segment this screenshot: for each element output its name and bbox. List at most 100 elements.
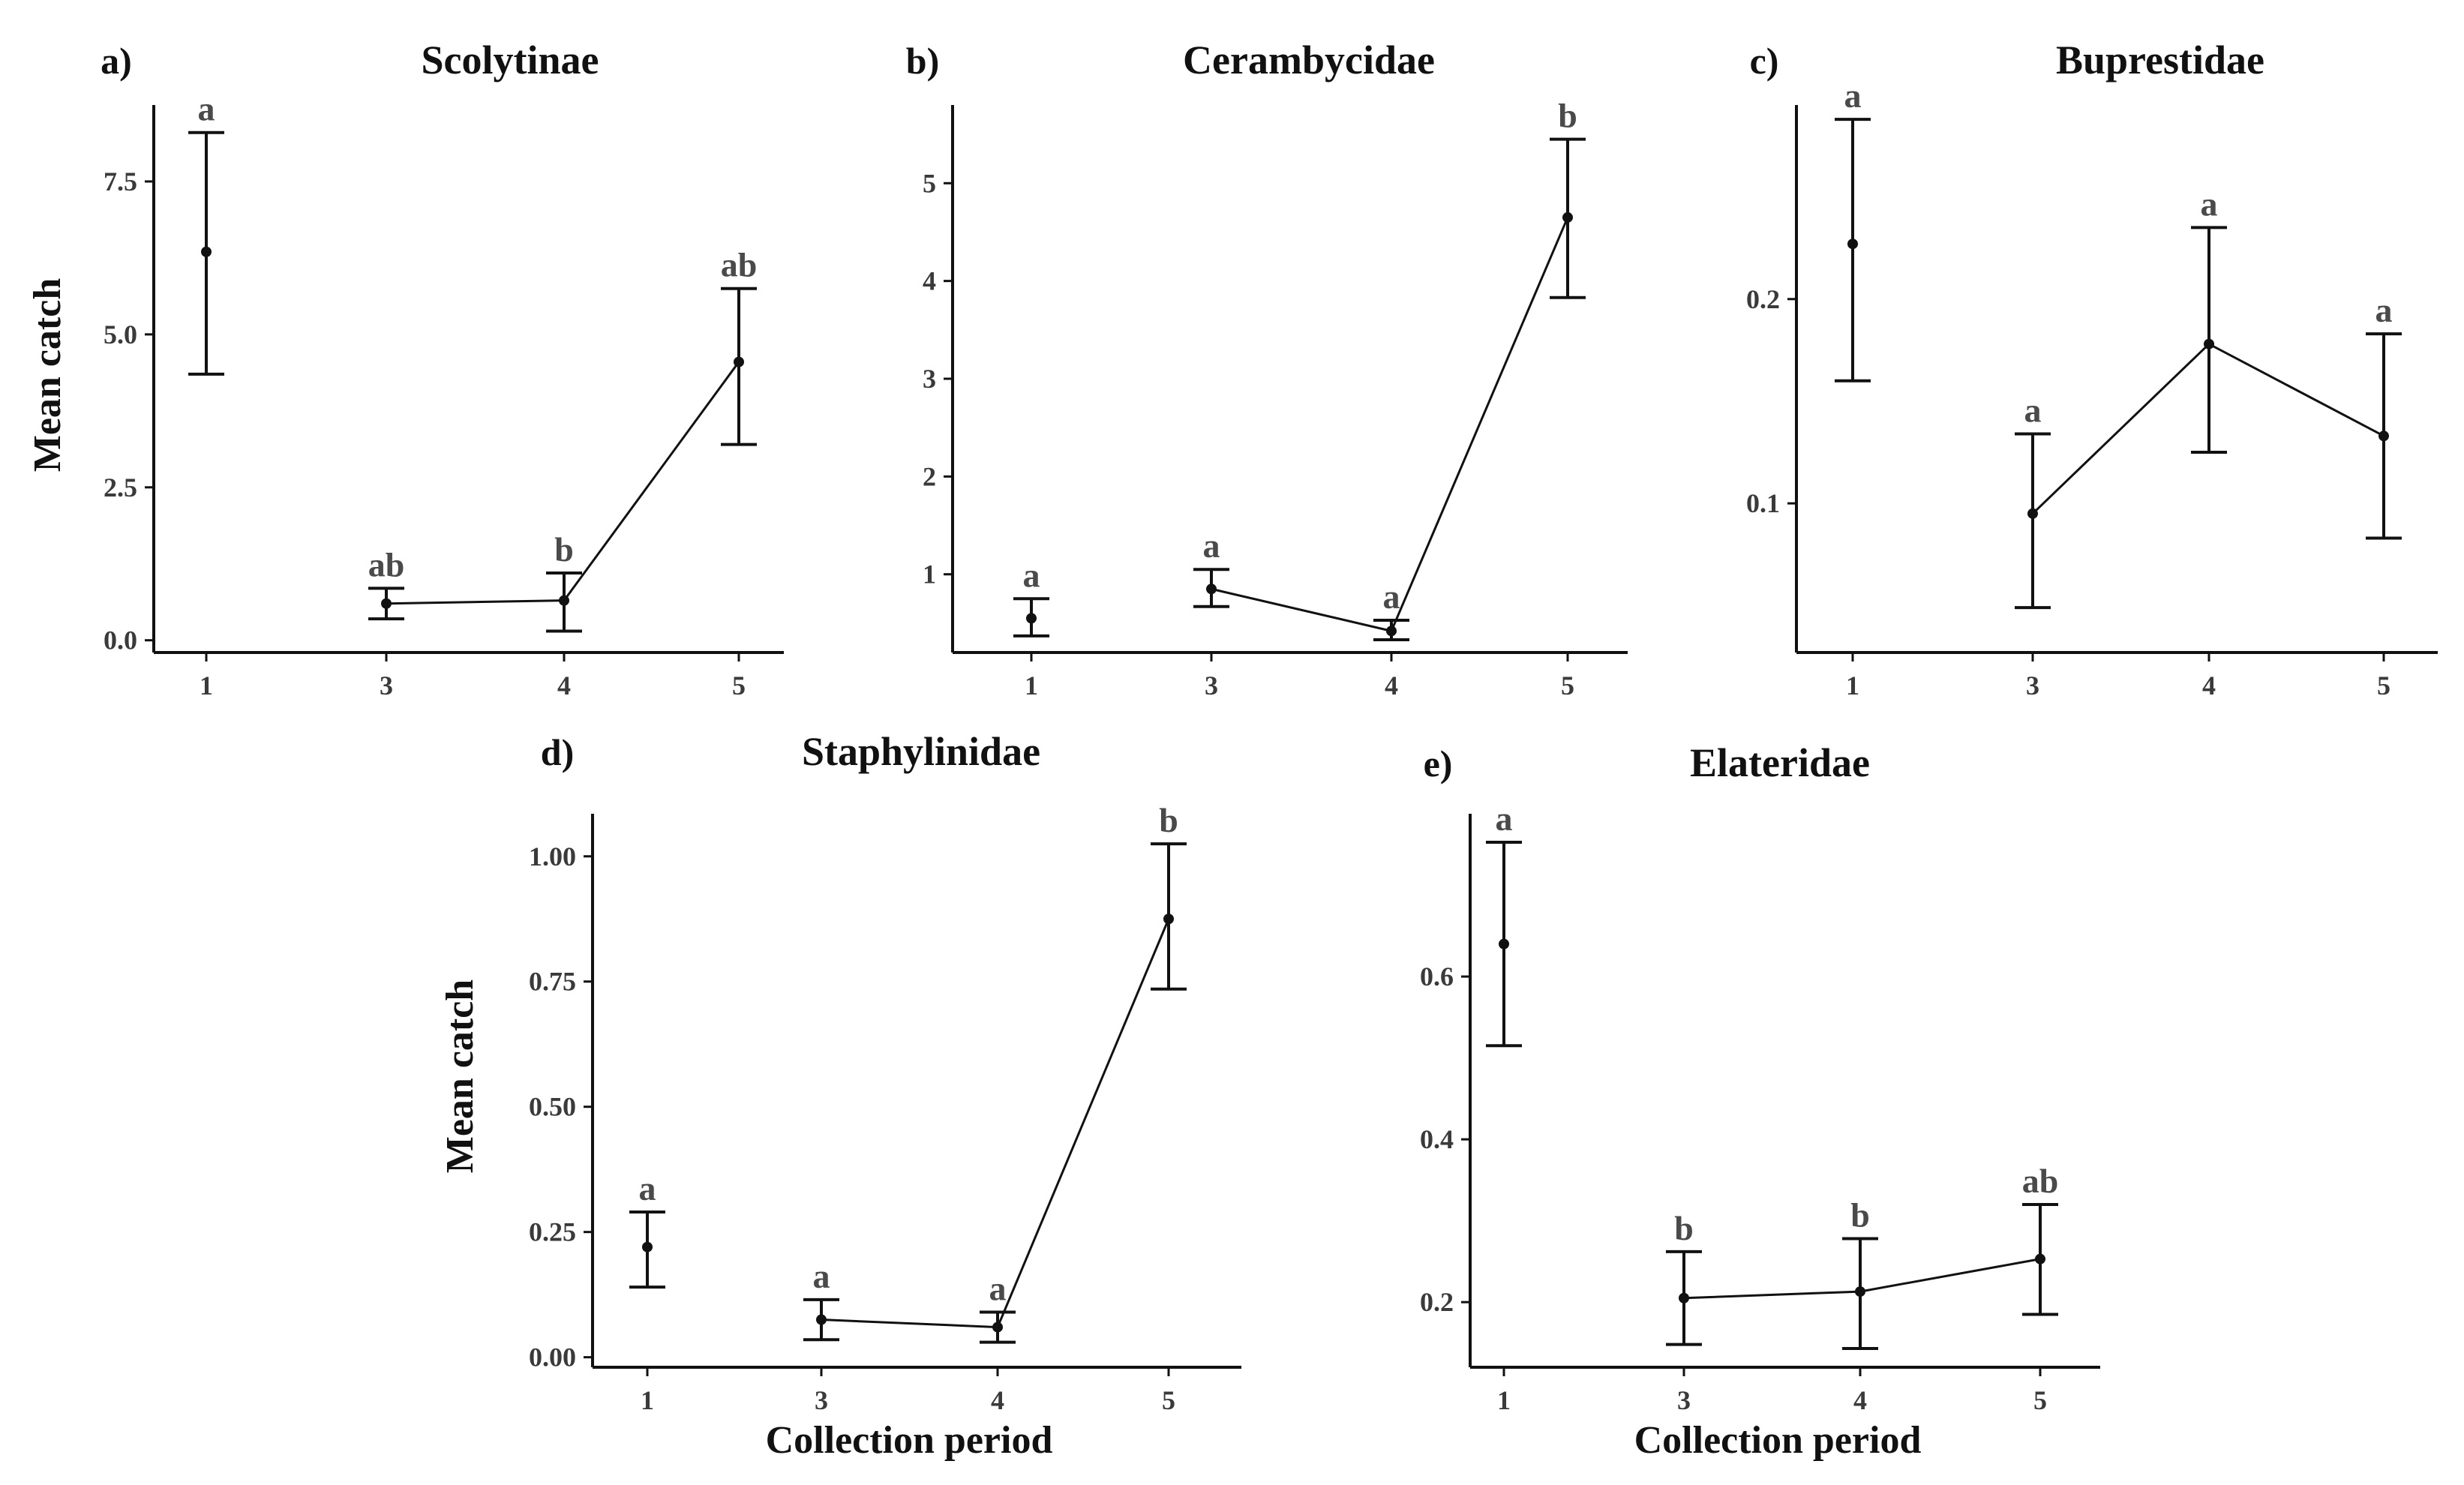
x-tick-label: 1 [1497, 1385, 1511, 1415]
panel-a: a) Scolytinae 0.0 2.5 5.0 7.5 1 3 4 5 Mean catch a a… [26, 38, 784, 700]
significance-letter: a [2375, 291, 2393, 329]
x-tick-label: 3 [815, 1385, 828, 1415]
panel-d: d) Staphylinidae 0.00 0.25 0.50 0.75 1.00 1 3 4 5 M… [439, 729, 1241, 1462]
mean-point [201, 246, 212, 257]
panel-b: b) Cerambycidae 1 2 3 4 5 1 3 4 5 a a a b [906, 38, 1628, 700]
y-axis-title: Mean catch [26, 278, 69, 472]
x-tick-label: 5 [2033, 1385, 2047, 1415]
y-tick-label: 0.4 [1420, 1124, 1454, 1154]
y-tick-label: 0.1 [1746, 488, 1780, 518]
x-tick-label: 1 [1846, 670, 1859, 700]
mean-point [1855, 1286, 1865, 1298]
significance-letter: ab [2022, 1162, 2059, 1200]
mean-point [1206, 584, 1217, 595]
mean-point [2035, 1253, 2045, 1264]
y-tick-label: 0.6 [1420, 962, 1454, 992]
mean-point [2027, 508, 2038, 519]
y-tick-label: 0.75 [529, 967, 576, 997]
significance-letter: a [1383, 578, 1400, 616]
x-tick-label: 3 [1205, 670, 1218, 700]
panel-c: c) Buprestidae 0.1 0.2 1 3 4 5 a a a a [1746, 38, 2438, 700]
panel-label: c) [1750, 40, 1779, 82]
y-tick-label: 3 [923, 364, 936, 394]
mean-point [381, 598, 392, 609]
x-tick-label: 5 [732, 670, 746, 700]
mean-point [642, 1241, 653, 1252]
x-tick-label: 3 [380, 670, 393, 700]
mean-point [1499, 938, 1509, 950]
y-tick-label: 0.50 [529, 1092, 576, 1122]
y-tick-label: 5.0 [104, 320, 137, 350]
significance-letter: a [1844, 76, 1862, 115]
significance-letter: a [989, 1270, 1007, 1308]
x-tick-label: 4 [2202, 670, 2216, 700]
x-tick-label: 1 [200, 670, 213, 700]
panel-label: d) [541, 731, 574, 773]
significance-letter: b [1159, 801, 1178, 839]
x-tick-label: 4 [991, 1385, 1004, 1415]
mean-point [816, 1314, 827, 1325]
mean-point [1562, 212, 1573, 223]
mean-point [734, 356, 744, 368]
significance-letter: a [639, 1169, 656, 1208]
significance-letter: b [1850, 1196, 1870, 1234]
panel-title: Elateridae [1690, 740, 1870, 785]
significance-letter: a [1496, 800, 1513, 838]
y-tick-label: 0.0 [104, 626, 137, 656]
y-tick-label: 0.2 [1746, 284, 1780, 314]
significance-letter: ab [368, 545, 405, 584]
x-tick-label: 1 [1025, 670, 1038, 700]
mean-point [1163, 914, 1174, 925]
y-tick-label: 5 [923, 168, 936, 198]
y-tick-label: 1.00 [529, 842, 576, 872]
x-tick-label: 3 [1677, 1385, 1691, 1415]
y-axis-title: Mean catch [439, 980, 482, 1174]
significance-letter: b [1558, 97, 1577, 135]
mean-point [2204, 338, 2214, 350]
series-line [1211, 217, 1569, 633]
panel-label: b) [906, 40, 939, 82]
x-axis-title: Collection period [1634, 1419, 1922, 1462]
panel-title: Scolytinae [422, 38, 599, 82]
panel-e: e) Elateridae 0.2 0.4 0.6 1 3 4 5 Collection peri… [1420, 740, 2100, 1462]
significance-letter: a [1203, 526, 1220, 565]
significance-letter: b [554, 530, 574, 568]
significance-letter: a [1023, 556, 1040, 594]
significance-letter: a [2024, 392, 2042, 430]
panel-label: e) [1424, 742, 1453, 784]
significance-letter: a [2201, 184, 2218, 223]
y-tick-label: 1 [923, 560, 936, 590]
mean-point [1386, 626, 1397, 637]
significance-letter: a [813, 1257, 830, 1295]
mean-point [559, 595, 569, 606]
x-tick-label: 5 [1561, 670, 1574, 700]
significance-letter: b [1674, 1209, 1694, 1247]
y-tick-label: 0.00 [529, 1342, 576, 1372]
y-tick-label: 2 [923, 461, 936, 491]
panel-title: Staphylinidae [802, 729, 1040, 774]
x-tick-label: 1 [641, 1385, 654, 1415]
x-tick-label: 4 [557, 670, 571, 700]
panel-title: Buprestidae [2056, 38, 2264, 82]
significance-letter: a [198, 90, 215, 128]
mean-point [992, 1322, 1003, 1333]
y-tick-label: 2.5 [104, 472, 137, 502]
panel-label: a) [101, 40, 132, 82]
x-tick-label: 5 [1162, 1385, 1175, 1415]
mean-point [1847, 238, 1858, 250]
mean-point [1026, 613, 1037, 624]
x-tick-label: 3 [2026, 670, 2039, 700]
mean-point [2378, 430, 2389, 442]
x-tick-label: 5 [2377, 670, 2390, 700]
series-line [821, 918, 1170, 1329]
significance-letter: ab [721, 246, 758, 284]
panel-title: Cerambycidae [1183, 38, 1435, 82]
mean-point [1679, 1292, 1689, 1304]
y-tick-label: 7.5 [104, 166, 137, 196]
x-tick-label: 4 [1385, 670, 1398, 700]
y-tick-label: 0.2 [1420, 1287, 1454, 1317]
x-axis-title: Collection period [766, 1419, 1053, 1462]
y-tick-label: 0.25 [529, 1217, 576, 1247]
x-tick-label: 4 [1853, 1385, 1867, 1415]
